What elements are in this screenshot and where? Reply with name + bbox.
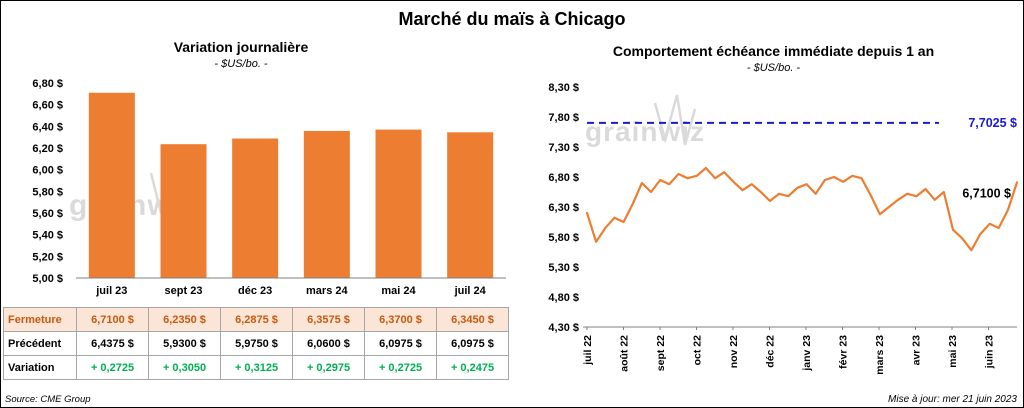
precedent-value: 5,9300 $ [148,331,221,356]
price-table: Fermeture 6,7100 $6,2350 $6,2875 $6,3575 … [3,307,509,380]
source-note: Source: CME Group [5,394,91,405]
x-axis-month-label: juil 22 [582,335,594,366]
y-axis-tick-label: 5,00 $ [32,273,63,285]
y-axis-tick-label: 6,20 $ [32,143,63,155]
fermeture-value: 6,2350 $ [148,307,221,332]
x-axis-month-label: avr 23 [911,335,923,366]
x-axis-month-label: déc 22 [765,335,777,368]
x-axis-month-label: nov 22 [728,335,740,368]
y-axis-tick-label: 6,30 $ [548,202,579,214]
y-axis-tick-label: 4,80 $ [548,292,579,304]
table-row-precedent: Précédent 6,4375 $5,9300 $5,9750 $6,0600 … [3,331,509,356]
y-axis-tick-label: 6,40 $ [32,121,63,133]
fermeture-value: 6,2875 $ [220,307,293,332]
y-axis-tick-label: 5,30 $ [548,262,579,274]
bar-4 [303,130,350,278]
x-axis-category-label: juil 23 [95,285,127,297]
bar-6 [447,132,494,278]
bar-5 [375,129,422,278]
precedent-value: 6,0600 $ [292,331,365,356]
fermeture-value: 6,3450 $ [436,307,509,332]
y-axis-tick-label: 7,30 $ [548,142,579,154]
page-title: Marché du maïs à Chicago [398,9,626,29]
x-axis-month-label: juin 23 [984,335,996,369]
x-axis-category-label: juil 24 [454,285,487,297]
y-axis-tick-label: 8,30 $ [548,82,579,94]
price-line-series [585,166,1019,252]
variation-value: + 0,3125 [220,355,293,380]
x-axis-month-label: oct 22 [692,335,704,366]
y-axis-tick-label: 7,80 $ [548,112,579,124]
reference-line-label: 7,7025 $ [968,116,1017,130]
y-axis-tick-label: 6,60 $ [32,100,63,112]
fermeture-value: 6,7100 $ [76,307,149,332]
last-value-label: 6,7100 $ [962,186,1011,200]
bar-1 [88,92,135,278]
bar-3 [232,138,279,278]
variation-value: + 0,2975 [292,355,365,380]
x-axis-month-label: févr 23 [838,335,850,369]
line-chart-title: Comportement échéance immédiate depuis 1… [612,43,935,59]
table-row-label: Variation [3,355,77,380]
y-axis-tick-label: 5,20 $ [32,251,63,263]
y-axis-tick-label: 5,60 $ [32,208,63,220]
y-axis-tick-label: 5,80 $ [32,186,63,198]
table-row-label: Fermeture [3,307,77,332]
x-axis-month-label: mars 23 [874,335,886,375]
x-axis-month-label: mai 23 [947,335,959,368]
y-axis-tick-label: 5,40 $ [32,230,63,242]
fermeture-value: 6,3575 $ [292,307,365,332]
y-axis-tick-label: 4,30 $ [548,322,579,334]
x-axis-category-label: mars 24 [306,285,348,297]
table-row-variation: Variation + 0,2725 + 0,3050 + 0,3125 + 0,297… [3,355,509,380]
x-axis-month-label: sept 22 [655,335,667,371]
precedent-value: 6,0975 $ [436,331,509,356]
bar-chart-title: Variation journalière [173,39,309,55]
precedent-value: 5,9750 $ [220,331,293,356]
y-axis-tick-label: 5,80 $ [548,232,579,244]
x-axis-month-label: août 22 [619,335,631,372]
variation-value: + 0,2475 [436,355,509,380]
precedent-value: 6,4375 $ [76,331,149,356]
y-axis-tick-label: 6,00 $ [32,165,63,177]
fermeture-value: 6,3700 $ [364,307,437,332]
bar-2 [160,144,207,278]
watermark-zigzag-icon [653,94,697,146]
x-axis-category-label: mai 24 [381,285,416,297]
variation-value: + 0,2725 [76,355,149,380]
variation-value: + 0,2725 [364,355,437,380]
update-note: Mise à jour: mer 21 juin 2023 [888,394,1017,405]
y-axis-tick-label: 6,80 $ [32,78,63,90]
x-axis-category-label: déc 23 [238,285,272,297]
daily-variation-bar-chart: grainwiz6,80 $6,60 $6,40 $6,20 $6,00 $5,… [32,78,506,297]
precedent-value: 6,0975 $ [364,331,437,356]
table-row-fermeture: Fermeture 6,7100 $6,2350 $6,2875 $6,3575 … [3,307,509,332]
x-axis-category-label: sept 23 [165,285,203,297]
y-axis-tick-label: 6,80 $ [548,172,579,184]
line-chart-subtitle: - $US/bo. - [746,62,801,74]
table-row-label: Précédent [3,331,77,356]
bar-chart-subtitle: - $US/bo. - [214,58,268,70]
variation-value: + 0,3050 [148,355,221,380]
x-axis-month-label: janv 23 [801,335,813,372]
